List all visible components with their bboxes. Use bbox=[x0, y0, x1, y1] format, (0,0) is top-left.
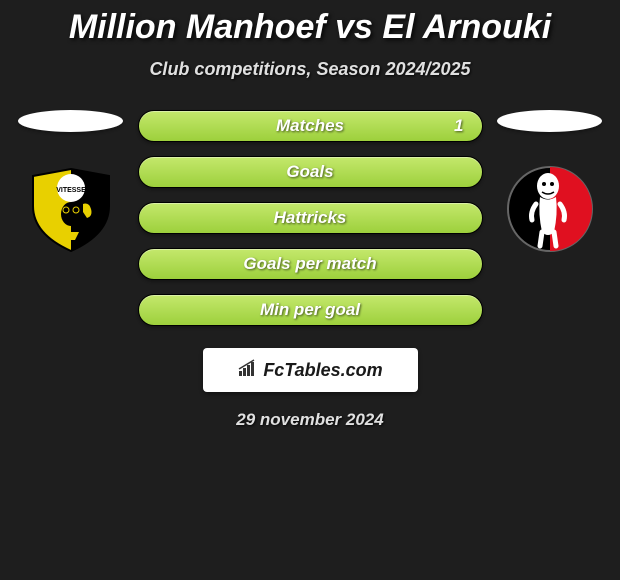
stat-label: Min per goal bbox=[260, 300, 360, 320]
stat-label: Matches bbox=[276, 116, 344, 136]
svg-text:VITESSE: VITESSE bbox=[56, 187, 86, 194]
stat-bar-goals: Goals bbox=[138, 156, 483, 188]
stats-column: Matches 1 Goals Hattricks Goals per matc… bbox=[138, 110, 483, 326]
right-club-badge bbox=[500, 164, 600, 254]
content-row: VITESSE Matches 1 Goals Hattricks bbox=[0, 110, 620, 326]
vitesse-badge-icon: VITESSE bbox=[21, 164, 121, 254]
stat-label: Hattricks bbox=[274, 208, 347, 228]
left-club-badge: VITESSE bbox=[21, 164, 121, 254]
attribution-text: FcTables.com bbox=[263, 360, 382, 381]
stat-bar-matches: Matches 1 bbox=[138, 110, 483, 142]
stat-label: Goals bbox=[286, 162, 333, 182]
left-oval-placeholder bbox=[18, 110, 123, 132]
chart-icon bbox=[237, 359, 259, 382]
right-oval-placeholder bbox=[497, 110, 602, 132]
right-column bbox=[495, 110, 605, 254]
helmond-badge-icon bbox=[500, 164, 600, 254]
stat-value-right: 1 bbox=[454, 116, 463, 136]
stat-label: Goals per match bbox=[243, 254, 376, 274]
date-text: 29 november 2024 bbox=[0, 410, 620, 430]
left-column: VITESSE bbox=[16, 110, 126, 254]
stat-bar-min-per-goal: Min per goal bbox=[138, 294, 483, 326]
subtitle: Club competitions, Season 2024/2025 bbox=[0, 59, 620, 80]
attribution-content: FcTables.com bbox=[237, 359, 382, 382]
main-container: Million Manhoef vs El Arnouki Club compe… bbox=[0, 0, 620, 430]
stat-bar-hattricks: Hattricks bbox=[138, 202, 483, 234]
stat-bar-goals-per-match: Goals per match bbox=[138, 248, 483, 280]
page-title: Million Manhoef vs El Arnouki bbox=[0, 8, 620, 47]
attribution-box[interactable]: FcTables.com bbox=[203, 348, 418, 392]
